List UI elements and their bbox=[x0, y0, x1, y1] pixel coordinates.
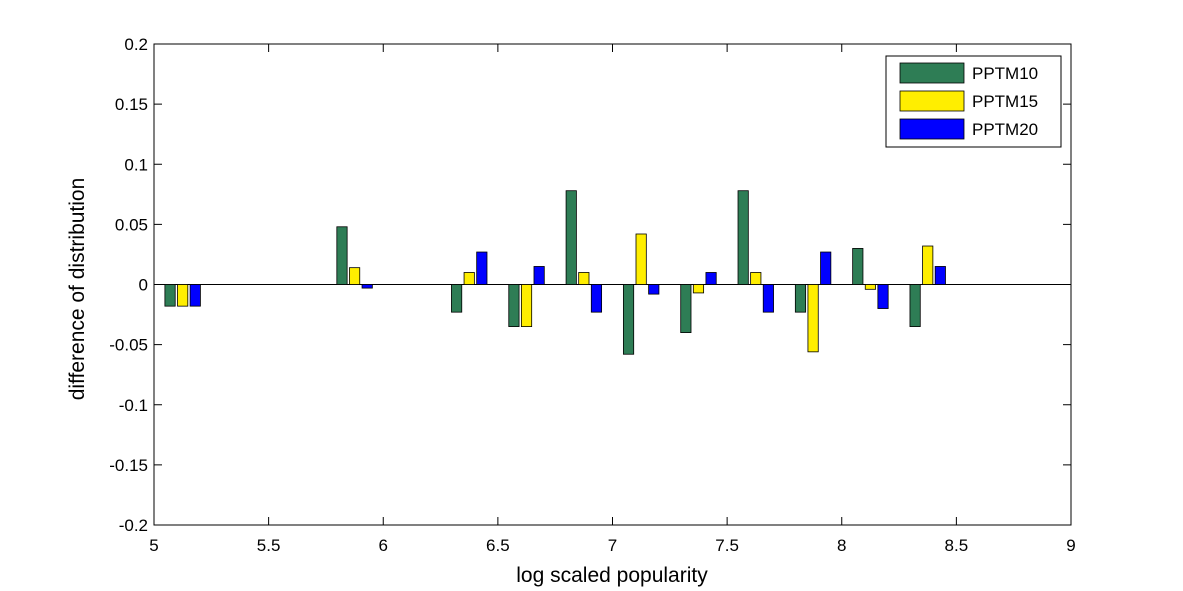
bar-pptm15-3 bbox=[520, 284, 533, 327]
bar-pptm10-4 bbox=[565, 190, 577, 285]
y-tick-label: 0.05 bbox=[115, 215, 148, 234]
bar-pptm10-9 bbox=[852, 248, 864, 285]
bar-pptm20-7 bbox=[762, 284, 774, 313]
bar-pptm15-2 bbox=[463, 272, 475, 285]
bar-pptm20-3 bbox=[533, 266, 545, 285]
x-tick-label: 8 bbox=[837, 536, 846, 555]
bar-pptm10-6 bbox=[680, 284, 692, 333]
bar-pptm20-8 bbox=[820, 251, 832, 285]
x-axis-label: log scaled popularity bbox=[516, 564, 708, 587]
bar-pptm15-0 bbox=[177, 284, 189, 307]
bar-pptm15-10 bbox=[922, 245, 934, 285]
x-tick-label: 6 bbox=[379, 536, 388, 555]
bar-pptm15-9 bbox=[864, 284, 876, 290]
bar-pptm20-5 bbox=[648, 284, 660, 295]
y-ticks-group: -0.2 -0.15 -0.1 -0.05 0 0.05 0.1 0.15 0.2 bbox=[109, 35, 1071, 535]
y-tick-label: -0.15 bbox=[109, 456, 148, 475]
bar-pptm20-1 bbox=[361, 284, 373, 289]
bar-pptm20-0 bbox=[189, 284, 201, 307]
bar-pptm10-7 bbox=[737, 190, 749, 285]
bar-pptm10-1 bbox=[336, 226, 348, 285]
x-tick-label: 6.5 bbox=[486, 536, 510, 555]
x-tick-label: 9 bbox=[1066, 536, 1075, 555]
bar-pptm15-1 bbox=[349, 267, 361, 285]
bar-pptm10-5 bbox=[622, 284, 635, 355]
bars-group bbox=[164, 190, 946, 355]
legend-swatch-pptm20 bbox=[899, 118, 965, 140]
bar-pptm20-4 bbox=[590, 284, 603, 313]
bar-pptm15-4 bbox=[578, 272, 590, 285]
y-tick-label: 0 bbox=[139, 276, 148, 295]
bar-pptm15-7 bbox=[750, 272, 762, 285]
bar-pptm10-8 bbox=[794, 284, 807, 313]
y-tick-label: 0.15 bbox=[115, 95, 148, 114]
y-tick-label: -0.1 bbox=[119, 396, 148, 415]
x-tick-label: 8.5 bbox=[945, 536, 969, 555]
legend: PPTM10 PPTM15 PPTM20 bbox=[885, 55, 1062, 148]
bar-pptm20-9 bbox=[877, 284, 889, 309]
bar-pptm10-3 bbox=[508, 284, 520, 327]
y-tick-label: -0.05 bbox=[109, 336, 148, 355]
bar-pptm15-5 bbox=[635, 233, 647, 285]
x-tick-label: 5 bbox=[149, 536, 158, 555]
y-tick-label: 0.1 bbox=[124, 155, 148, 174]
y-tick-label: 0.2 bbox=[124, 35, 148, 54]
bar-pptm15-6 bbox=[692, 284, 705, 294]
legend-swatch-pptm10 bbox=[899, 62, 965, 84]
y-tick-label: -0.2 bbox=[119, 516, 148, 535]
bar-pptm15-8 bbox=[807, 284, 819, 353]
bar-pptm10-10 bbox=[909, 284, 921, 327]
x-tick-label: 5.5 bbox=[257, 536, 281, 555]
legend-label-pptm15: PPTM15 bbox=[972, 92, 1038, 111]
bar-pptm10-2 bbox=[451, 284, 463, 313]
legend-swatch-pptm15 bbox=[899, 90, 965, 112]
x-ticks-group: 5 5.5 6 6.5 7 7.5 8 8.5 9 bbox=[149, 44, 1076, 555]
x-tick-label: 7.5 bbox=[715, 536, 739, 555]
bar-pptm10-0 bbox=[164, 284, 176, 307]
bar-pptm20-6 bbox=[705, 272, 717, 285]
y-axis-label: difference of distribution bbox=[66, 178, 89, 401]
legend-label-pptm10: PPTM10 bbox=[972, 64, 1038, 83]
x-tick-label: 7 bbox=[608, 536, 617, 555]
bar-pptm20-2 bbox=[476, 251, 488, 285]
legend-label-pptm20: PPTM20 bbox=[972, 120, 1038, 139]
bar-pptm20-10 bbox=[934, 266, 946, 285]
